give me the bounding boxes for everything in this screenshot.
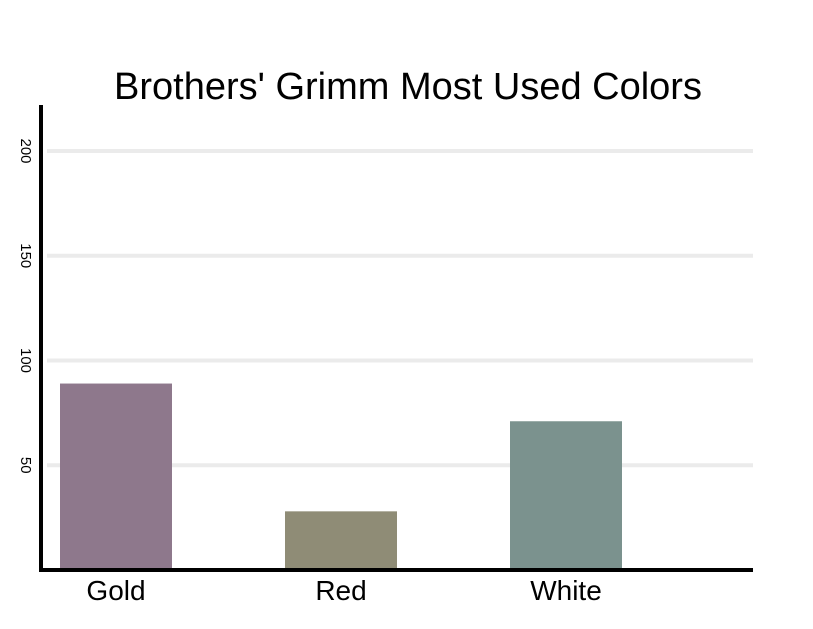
chart-title: Brothers' Grimm Most Used Colors [114,66,702,108]
x-tick-label: Red [315,575,366,606]
y-axis-ticks: 50 100 150 200 [17,138,34,473]
y-tick-label: 100 [17,348,34,373]
gridlines [47,149,753,468]
bar-white [510,421,622,570]
x-tick-label: Gold [86,575,145,606]
x-tick-label: White [530,575,602,606]
y-tick-label: 150 [17,243,34,268]
x-axis-categories: Gold Red White [86,575,601,606]
y-tick-label: 50 [17,457,34,474]
bars [60,383,622,570]
bar-red [285,511,397,570]
y-tick-label: 200 [17,138,34,163]
bar-gold [60,383,172,570]
